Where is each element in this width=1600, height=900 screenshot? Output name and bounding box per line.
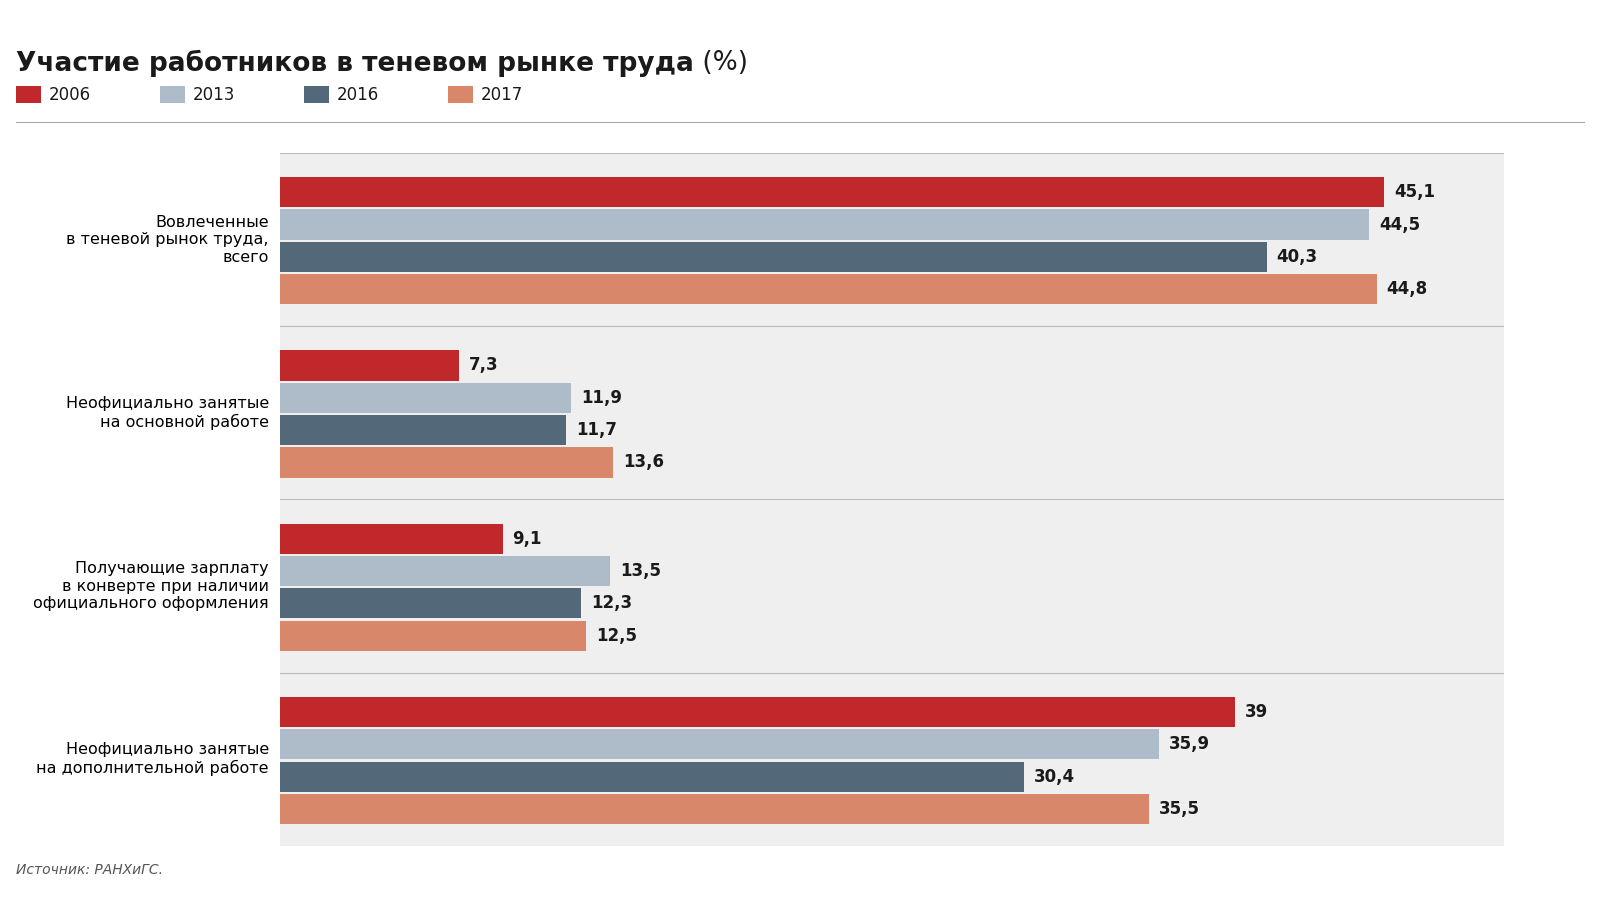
Text: Участие работников в теневом рынке труда: Участие работников в теневом рынке труда bbox=[16, 50, 694, 76]
Text: 12,3: 12,3 bbox=[590, 594, 632, 612]
Bar bbox=[280, 447, 613, 478]
Bar bbox=[280, 524, 502, 554]
Text: 2016: 2016 bbox=[336, 86, 379, 104]
Text: 12,5: 12,5 bbox=[595, 626, 637, 644]
Bar bbox=[280, 621, 586, 651]
Bar bbox=[280, 589, 581, 618]
Text: 40,3: 40,3 bbox=[1277, 248, 1317, 266]
Bar bbox=[280, 242, 1267, 272]
Bar bbox=[280, 274, 1376, 304]
Text: 2017: 2017 bbox=[480, 86, 523, 104]
Bar bbox=[280, 177, 1384, 207]
Text: 45,1: 45,1 bbox=[1394, 184, 1435, 202]
Text: 44,5: 44,5 bbox=[1379, 215, 1421, 233]
Text: 9,1: 9,1 bbox=[512, 530, 542, 548]
Text: 13,6: 13,6 bbox=[622, 454, 664, 472]
Bar bbox=[280, 350, 459, 381]
Bar bbox=[280, 382, 571, 413]
Text: (%): (%) bbox=[694, 50, 747, 76]
Text: 2013: 2013 bbox=[192, 86, 235, 104]
Bar bbox=[280, 761, 1024, 792]
Bar bbox=[280, 729, 1158, 760]
Bar bbox=[280, 556, 611, 586]
Bar bbox=[280, 210, 1370, 239]
Text: 13,5: 13,5 bbox=[621, 562, 661, 580]
Text: 44,8: 44,8 bbox=[1387, 280, 1427, 298]
Text: 2006: 2006 bbox=[48, 86, 91, 104]
Bar bbox=[280, 697, 1235, 727]
Text: 35,5: 35,5 bbox=[1158, 800, 1200, 818]
Text: Источник: РАНХиГС.: Источник: РАНХиГС. bbox=[16, 863, 163, 878]
Bar bbox=[280, 794, 1149, 824]
Text: 7,3: 7,3 bbox=[469, 356, 498, 374]
Text: 11,7: 11,7 bbox=[576, 421, 618, 439]
Text: 39: 39 bbox=[1245, 703, 1267, 721]
Text: 35,9: 35,9 bbox=[1168, 735, 1210, 753]
Bar bbox=[280, 415, 566, 446]
Text: 30,4: 30,4 bbox=[1034, 768, 1075, 786]
Text: 11,9: 11,9 bbox=[581, 389, 622, 407]
